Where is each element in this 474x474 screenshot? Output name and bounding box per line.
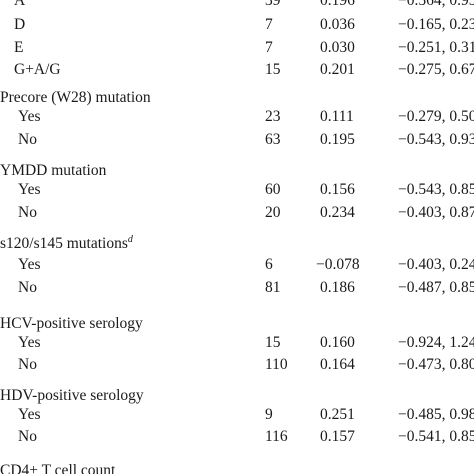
row-ci: −0.251, 0.311: [398, 39, 474, 56]
row-estimate: −0.078: [316, 256, 360, 273]
section-heading-s120: s120/s145 mutationsd: [0, 233, 133, 255]
row-n: 7: [265, 16, 273, 33]
table-row: D 7 0.036 −0.165, 0.237: [0, 14, 474, 36]
table-row: No 81 0.186 −0.487, 0.859: [0, 277, 474, 299]
table-row: Yes 9 0.251 −0.485, 0.988: [0, 404, 474, 426]
row-ci: −0.485, 0.988: [398, 406, 474, 423]
table-row: No 20 0.234 −0.403, 0.871: [0, 202, 474, 224]
row-label: D: [14, 16, 26, 33]
table-row: Yes 60 0.156 −0.543, 0.855: [0, 179, 474, 201]
row-ci: −0.564, 0.956: [398, 0, 474, 9]
table-row: Yes 6 −0.078 −0.403, 0.247: [0, 254, 474, 276]
row-estimate: 0.156: [320, 181, 355, 198]
row-label: Yes: [18, 334, 41, 351]
row-n: 15: [265, 334, 281, 351]
row-ci: −0.924, 1.243: [398, 334, 474, 351]
row-ci: −0.403, 0.871: [398, 204, 474, 221]
row-ci: −0.541, 0.856: [398, 428, 474, 445]
row-estimate: 0.036: [320, 16, 355, 33]
row-label: E: [14, 39, 24, 56]
row-n: 110: [265, 356, 288, 373]
row-label: Yes: [18, 108, 41, 125]
row-estimate: 0.111: [320, 108, 354, 125]
row-label: No: [18, 204, 37, 221]
row-ci: −0.543, 0.933: [398, 131, 474, 148]
table-row: Yes 15 0.160 −0.924, 1.243: [0, 332, 474, 354]
row-label: Yes: [18, 256, 41, 273]
row-estimate: 0.195: [320, 131, 355, 148]
table-row: No 63 0.195 −0.543, 0.933: [0, 129, 474, 151]
row-n: 39: [265, 0, 281, 9]
row-n: 15: [265, 61, 281, 78]
row-estimate: 0.164: [320, 356, 355, 373]
row-ci: −0.279, 0.500: [398, 108, 474, 125]
row-label: No: [18, 356, 37, 373]
row-estimate: 0.201: [320, 61, 355, 78]
row-estimate: 0.186: [320, 279, 355, 296]
row-estimate: 0.030: [320, 39, 355, 56]
row-label: A: [14, 0, 26, 9]
row-estimate: 0.157: [320, 428, 355, 445]
row-n: 23: [265, 108, 281, 125]
section-heading-hcv: HCV-positive serology: [0, 315, 143, 332]
row-ci: −0.473, 0.802: [398, 356, 474, 373]
row-n: 6: [265, 256, 273, 273]
row-label: No: [18, 279, 37, 296]
row-ci: −0.403, 0.247: [398, 256, 474, 273]
section-heading-ymdd: YMDD mutation: [0, 162, 107, 179]
row-n: 60: [265, 181, 281, 198]
row-ci: −0.543, 0.855: [398, 181, 474, 198]
footnote-marker: d: [127, 234, 133, 245]
row-n: 20: [265, 204, 281, 221]
row-n: 116: [265, 428, 288, 445]
table-row: No 110 0.164 −0.473, 0.802: [0, 354, 474, 376]
row-ci: −0.487, 0.859: [398, 279, 474, 296]
row-label: G+A/G: [14, 61, 61, 78]
table-row: E 7 0.030 −0.251, 0.311: [0, 37, 474, 59]
row-n: 9: [265, 406, 273, 423]
section-heading-precore: Precore (W28) mutation: [0, 89, 151, 106]
row-label: Yes: [18, 181, 41, 198]
row-n: 81: [265, 279, 281, 296]
section-heading-text: s120/s145 mutations: [0, 235, 128, 252]
section-heading-hdv: HDV-positive serology: [0, 387, 144, 404]
row-n: 7: [265, 39, 273, 56]
row-label: No: [18, 131, 37, 148]
row-estimate: 0.251: [320, 406, 355, 423]
row-label: No: [18, 428, 37, 445]
table-row: G+A/G 15 0.201 −0.275, 0.676: [0, 59, 474, 81]
row-ci: −0.165, 0.237: [398, 16, 474, 33]
row-n: 63: [265, 131, 281, 148]
table-row: A 39 0.196 −0.564, 0.956: [0, 0, 474, 12]
row-estimate: 0.196: [320, 0, 355, 9]
table-row: No 116 0.157 −0.541, 0.856: [0, 426, 474, 448]
row-estimate: 0.234: [320, 204, 355, 221]
section-heading-cd4: CD4+ T cell count: [0, 462, 116, 474]
row-estimate: 0.160: [320, 334, 355, 351]
row-ci: −0.275, 0.676: [398, 61, 474, 78]
table-row: Yes 23 0.111 −0.279, 0.500: [0, 106, 474, 128]
row-label: Yes: [18, 406, 41, 423]
